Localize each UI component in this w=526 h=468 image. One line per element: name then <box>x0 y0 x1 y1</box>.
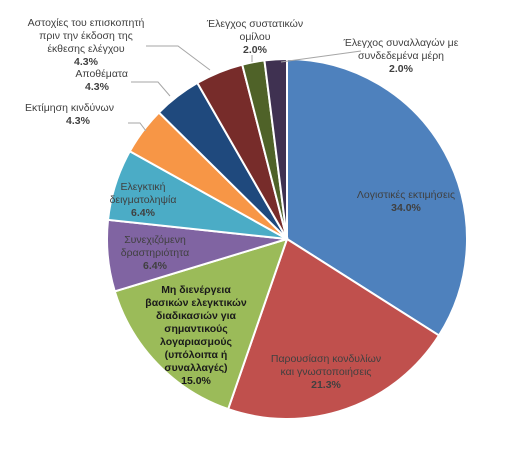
slice-label-line: Αστοχίες του επισκοπητή <box>28 17 145 29</box>
pie-slice <box>286 57 468 337</box>
slice-label-line: έκθεσης ελέγχου <box>47 43 125 55</box>
pie-slice <box>263 57 288 240</box>
slice-label-line: διαδικασιών για <box>156 310 236 322</box>
slice-value-label: 4.3% <box>85 81 110 93</box>
pie-slices <box>106 57 468 420</box>
slice-value-label: 15.0% <box>181 375 211 387</box>
slice-value-label: 6.4% <box>131 207 156 219</box>
slice-label-line: βασικών ελεγκτικών <box>145 297 247 309</box>
leader-line <box>146 45 211 71</box>
slice-label-line: Ελεγκτική <box>120 181 165 193</box>
slice-label-line: συνδεδεμένα μέρη <box>358 50 444 62</box>
slice-label-line: Αποθέματα <box>75 68 128 80</box>
slice-label: Αστοχίες του επισκοπητή πριν την έκδοση τ… <box>28 17 145 55</box>
leader-line <box>131 81 171 97</box>
slice-value-label: 21.3% <box>311 379 341 391</box>
leader-line <box>280 50 362 63</box>
pie-slice <box>226 237 441 420</box>
slice-value-label: 2.0% <box>243 44 268 56</box>
slice-label-line: πριν την έκδοση της <box>39 30 133 42</box>
slice-value-label: 2.0% <box>389 63 414 75</box>
slice-value-label: 6.4% <box>143 260 168 272</box>
slice-label-line: συναλλαγές) <box>164 362 227 374</box>
slice-label: Παρουσίαση κονδυλίων και γνωστοποιήσεις <box>271 353 381 378</box>
leader-lines <box>128 45 362 132</box>
slice-label-line: λογαριασμούς <box>160 336 232 348</box>
slice-label: Έλεγχος συναλλαγών με συνδεδεμένα μέρη <box>343 37 459 62</box>
slice-label-line: Παρουσίαση κονδυλίων <box>271 353 381 365</box>
slice-label-line: σημαντικούς <box>164 323 228 335</box>
slice-label: Συνεχιζόμενη δραστηριότητα <box>121 234 189 259</box>
slice-label-line: δειγματοληψία <box>110 194 177 206</box>
slice-label-line: και γνωστοποιήσεις <box>281 366 372 378</box>
slice-label-line: ομίλου <box>240 31 271 43</box>
slice-label-line: Συνεχιζόμενη <box>124 234 186 246</box>
slice-label: Μη διενέργεια βασικών ελεγκτικών διαδικασι… <box>145 284 247 374</box>
slice-label-line: Εκτίμηση κινδύνων <box>25 102 114 114</box>
slice-label-line: (υπόλοιπα ή <box>165 349 228 361</box>
slice-label-line: δραστηριότητα <box>121 247 189 259</box>
slice-label: Αποθέματα <box>75 68 128 80</box>
slice-label-line: Έλεγχος συστατικών <box>206 18 303 30</box>
slice-label: Ελεγκτική δειγματοληψία <box>110 181 177 206</box>
slice-label-line: Έλεγχος συναλλαγών με <box>343 37 459 49</box>
slice-label: Εκτίμηση κινδύνων <box>25 102 114 114</box>
pie-slice <box>113 237 289 411</box>
slice-label: Έλεγχος συστατικών ομίλου <box>206 18 303 43</box>
slice-label-line: Λογιστικές εκτιμήσεις <box>357 189 455 201</box>
leader-line <box>128 122 147 132</box>
slice-value-label: 34.0% <box>391 202 421 214</box>
slice-label: Λογιστικές εκτιμήσεις <box>357 189 455 201</box>
slice-value-label: 4.3% <box>74 56 99 68</box>
slice-label-line: Μη διενέργεια <box>161 284 231 296</box>
slice-value-label: 4.3% <box>66 115 91 127</box>
